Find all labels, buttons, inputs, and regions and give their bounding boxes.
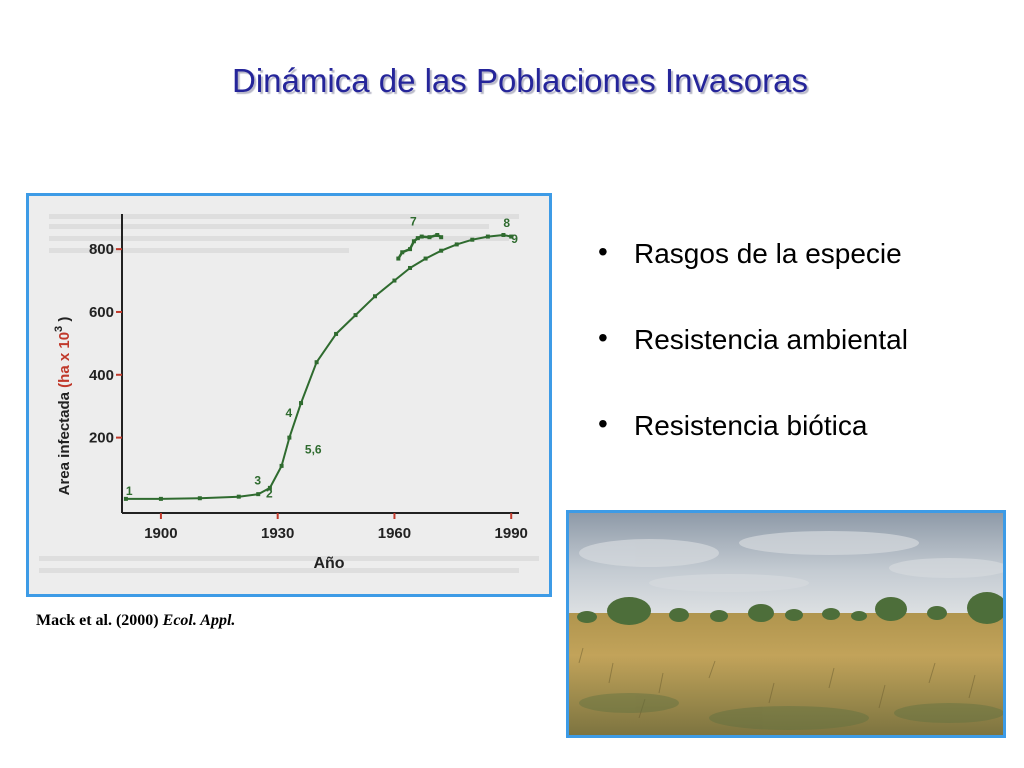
data-point xyxy=(256,492,260,496)
data-point xyxy=(396,257,400,261)
point-label: 9 xyxy=(511,232,518,246)
point-label: 8 xyxy=(503,216,510,230)
x-tick-label: 1930 xyxy=(261,525,294,542)
grassland-photo xyxy=(566,510,1006,738)
chart-ticks: 200 400 600 800 1900 1930 1960 1990 xyxy=(89,241,528,542)
slide-title: Dinámica de las Poblaciones Invasoras xyxy=(0,62,1024,100)
y-tick-label: 800 xyxy=(89,241,114,258)
data-point xyxy=(424,257,428,261)
data-point xyxy=(408,247,412,251)
data-point xyxy=(287,436,291,440)
y-axis-label: Area infectada (ha x 103 ) xyxy=(53,317,73,496)
data-point xyxy=(408,266,412,270)
data-point xyxy=(237,495,241,499)
data-point xyxy=(412,239,416,243)
data-point xyxy=(280,464,284,468)
x-tick-label: 1960 xyxy=(378,525,411,542)
bullet-dot-icon: • xyxy=(598,408,608,440)
bullet-text: Rasgos de la especie xyxy=(634,238,902,269)
bullet-text: Resistencia ambiental xyxy=(634,324,908,355)
data-point xyxy=(439,249,443,253)
grassland-landscape-image xyxy=(569,513,1003,735)
bullet-item: • Rasgos de la especie xyxy=(598,238,908,281)
point-label: 4 xyxy=(285,406,292,420)
x-axis-label: Año xyxy=(313,555,344,572)
point-label: 1 xyxy=(126,484,133,498)
y-tick-label: 200 xyxy=(89,430,114,447)
data-point xyxy=(159,497,163,501)
bullet-dot-icon: • xyxy=(598,236,608,268)
data-point xyxy=(392,279,396,283)
citation-authors: Mack et al. (2000) xyxy=(36,612,159,629)
point-label: 3 xyxy=(254,474,261,488)
chart-background-text xyxy=(39,214,539,573)
bullet-item: • Resistencia biótica xyxy=(598,410,908,453)
point-label: 5,6 xyxy=(305,442,322,456)
data-point xyxy=(315,360,319,364)
data-point xyxy=(455,242,459,246)
bullet-text: Resistencia biótica xyxy=(634,410,867,441)
y-axis-label-unit: (ha x 10 xyxy=(56,332,73,388)
scan-texture-band xyxy=(49,214,519,219)
data-point xyxy=(435,233,439,237)
scan-texture-band xyxy=(49,224,489,229)
data-point xyxy=(486,235,490,239)
bullet-item: • Resistencia ambiental xyxy=(598,324,908,367)
scan-texture-band xyxy=(39,556,539,561)
citation: Mack et al. (2000) Ecol. Appl. xyxy=(36,612,235,630)
y-axis-label-prefix: Area infectada xyxy=(56,388,73,496)
data-point xyxy=(334,332,338,336)
data-point xyxy=(198,496,202,500)
data-point xyxy=(439,235,443,239)
bullet-dot-icon: • xyxy=(598,322,608,354)
data-point xyxy=(420,235,424,239)
chart-axes xyxy=(122,214,519,513)
y-tick-label: 400 xyxy=(89,367,114,384)
y-tick-label: 600 xyxy=(89,304,114,321)
x-tick-label: 1990 xyxy=(495,525,528,542)
point-label: 7 xyxy=(410,215,417,229)
citation-journal: Ecol. Appl. xyxy=(163,612,236,629)
chart-figure: 200 400 600 800 1900 1930 1960 1990 1 3 2 4 5,6 7 8 9 … xyxy=(26,193,552,597)
data-point xyxy=(299,401,303,405)
y-axis-label-close: ) xyxy=(56,317,73,326)
chart-annotations: 1 32 4 5,6 7 89 xyxy=(126,215,518,501)
data-point xyxy=(400,250,404,254)
data-point xyxy=(416,236,420,240)
chart-series xyxy=(126,235,511,499)
chart-points xyxy=(124,233,513,501)
x-tick-label: 1900 xyxy=(144,525,177,542)
point-label: 2 xyxy=(266,486,273,500)
scan-texture-band xyxy=(39,568,519,573)
data-point xyxy=(354,313,358,317)
data-point xyxy=(427,235,431,239)
data-point xyxy=(501,233,505,237)
series-line xyxy=(126,235,511,499)
data-point xyxy=(470,238,474,242)
bullet-list: • Rasgos de la especie • Resistencia ambie… xyxy=(598,238,908,496)
data-point xyxy=(373,294,377,298)
